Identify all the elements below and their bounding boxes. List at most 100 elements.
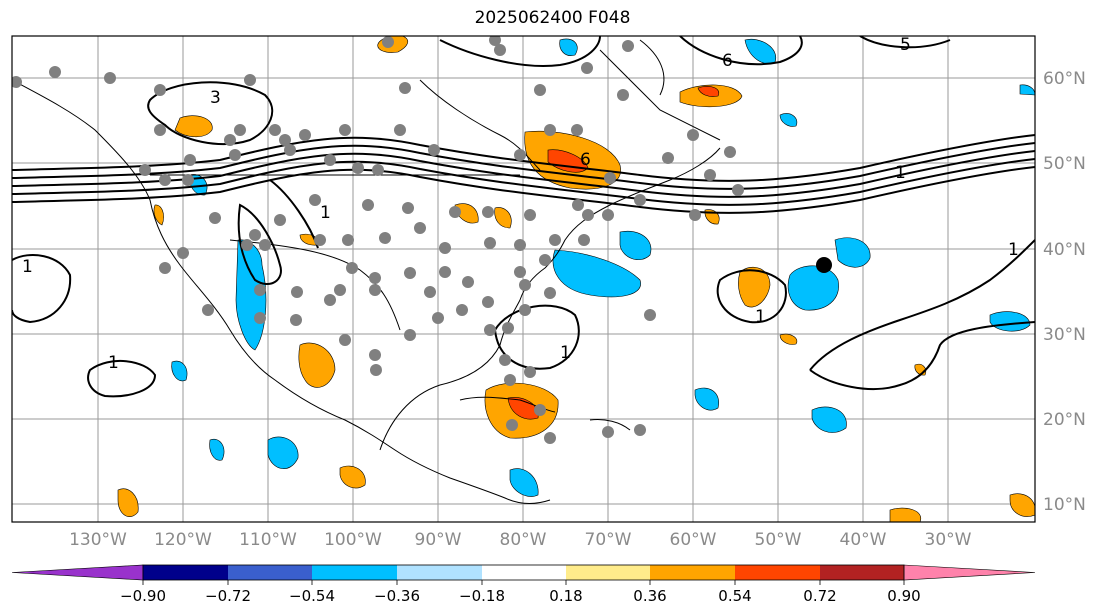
- station-marker: [634, 194, 646, 206]
- station-marker: [279, 134, 291, 146]
- map-frame: [11, 35, 1036, 523]
- station-marker: [402, 202, 414, 214]
- station-marker: [524, 209, 536, 221]
- station-marker: [414, 222, 426, 234]
- colorbar-segment: [735, 565, 820, 580]
- lon-label: 30°W: [925, 530, 972, 550]
- station-marker: [634, 424, 646, 436]
- station-marker: [202, 304, 214, 316]
- station-marker: [362, 199, 374, 211]
- station-marker: [184, 154, 196, 166]
- station-marker: [482, 296, 494, 308]
- station-marker: [622, 40, 634, 52]
- station-marker: [372, 164, 384, 176]
- station-marker: [324, 154, 336, 166]
- colorbar-segment: [566, 565, 650, 580]
- station-marker: [644, 309, 656, 321]
- station-marker: [182, 174, 194, 186]
- station-marker: [578, 234, 590, 246]
- station-marker: [484, 324, 496, 336]
- station-marker: [249, 229, 261, 241]
- station-marker: [582, 209, 594, 221]
- station-marker: [241, 239, 253, 251]
- station-marker: [177, 247, 189, 259]
- station-marker: [314, 234, 326, 246]
- station-marker: [154, 84, 166, 96]
- station-marker: [506, 419, 518, 431]
- lat-label: 50°N: [1043, 154, 1086, 174]
- station-marker: [342, 234, 354, 246]
- colorbar-tick-label: 0.54: [718, 587, 751, 605]
- station-marker: [502, 322, 514, 334]
- contour-label: 1: [560, 343, 571, 363]
- highlight-point-marker: [816, 257, 832, 273]
- station-marker: [581, 62, 593, 74]
- colorbar-tick-label: 0.36: [633, 587, 666, 605]
- station-marker: [462, 276, 474, 288]
- station-marker: [209, 212, 221, 224]
- station-marker: [482, 206, 494, 218]
- station-marker: [369, 349, 381, 361]
- lat-label: 40°N: [1043, 240, 1086, 260]
- station-marker: [439, 266, 451, 278]
- lon-label: 70°W: [585, 530, 632, 550]
- station-marker: [704, 169, 716, 181]
- station-marker: [284, 144, 296, 156]
- lon-label: 120°W: [154, 530, 212, 550]
- station-marker: [234, 124, 246, 136]
- colorbar-segment: [820, 565, 904, 580]
- colorbar: [11, 564, 1036, 585]
- station-marker: [544, 287, 556, 299]
- station-marker: [549, 234, 561, 246]
- contour-label: 5: [900, 35, 911, 55]
- station-marker: [514, 239, 526, 251]
- station-marker: [159, 174, 171, 186]
- contour-label: 1: [22, 257, 33, 277]
- station-marker: [309, 194, 321, 206]
- station-marker: [370, 364, 382, 376]
- station-marker: [154, 124, 166, 136]
- station-marker: [394, 124, 406, 136]
- station-marker: [572, 199, 584, 211]
- station-marker: [489, 36, 501, 46]
- contour-labels: 3 1 1 6 6 5 1 1 1 1 1: [22, 35, 1019, 373]
- contour-label: 1: [320, 203, 331, 223]
- contours: [12, 36, 1035, 398]
- station-marker: [456, 304, 468, 316]
- contour-label: 1: [755, 307, 766, 327]
- colorbar-tick-label: −0.90: [120, 587, 166, 605]
- colorbar-tick-label: −0.18: [459, 587, 505, 605]
- station-marker: [617, 89, 629, 101]
- station-marker: [604, 172, 616, 184]
- contour-label: 1: [108, 353, 119, 373]
- colorbar-tick-label: 0.18: [549, 587, 582, 605]
- station-marker: [104, 72, 116, 84]
- station-marker: [524, 366, 536, 378]
- longitude-labels: 130°W 120°W 110°W 100°W 90°W 80°W 70°W 6…: [69, 530, 972, 550]
- colorbar-segment: [650, 565, 735, 580]
- colorbar-segment: [312, 565, 397, 580]
- colorbar-tick-label: 0.90: [887, 587, 920, 605]
- colorbar-tick-label: −0.36: [374, 587, 420, 605]
- colorbar-segment: [482, 565, 566, 580]
- station-marker: [369, 272, 381, 284]
- station-marker: [662, 152, 674, 164]
- station-marker: [424, 286, 436, 298]
- lon-label: 40°W: [840, 530, 887, 550]
- station-marker: [689, 209, 701, 221]
- station-marker: [449, 206, 461, 218]
- lon-label: 80°W: [500, 530, 547, 550]
- colorbar-extend-high: [903, 564, 1036, 581]
- lon-label: 90°W: [415, 530, 462, 550]
- station-marker: [484, 237, 496, 249]
- station-marker: [369, 284, 381, 296]
- colorbar-segment: [143, 565, 228, 580]
- station-marker: [499, 354, 511, 366]
- station-marker: [291, 286, 303, 298]
- lat-label: 30°N: [1043, 325, 1086, 345]
- station-marker: [379, 232, 391, 244]
- lon-label: 60°W: [670, 530, 717, 550]
- colorbar-tick-label: 0.72: [803, 587, 836, 605]
- contour-label: 6: [722, 51, 733, 71]
